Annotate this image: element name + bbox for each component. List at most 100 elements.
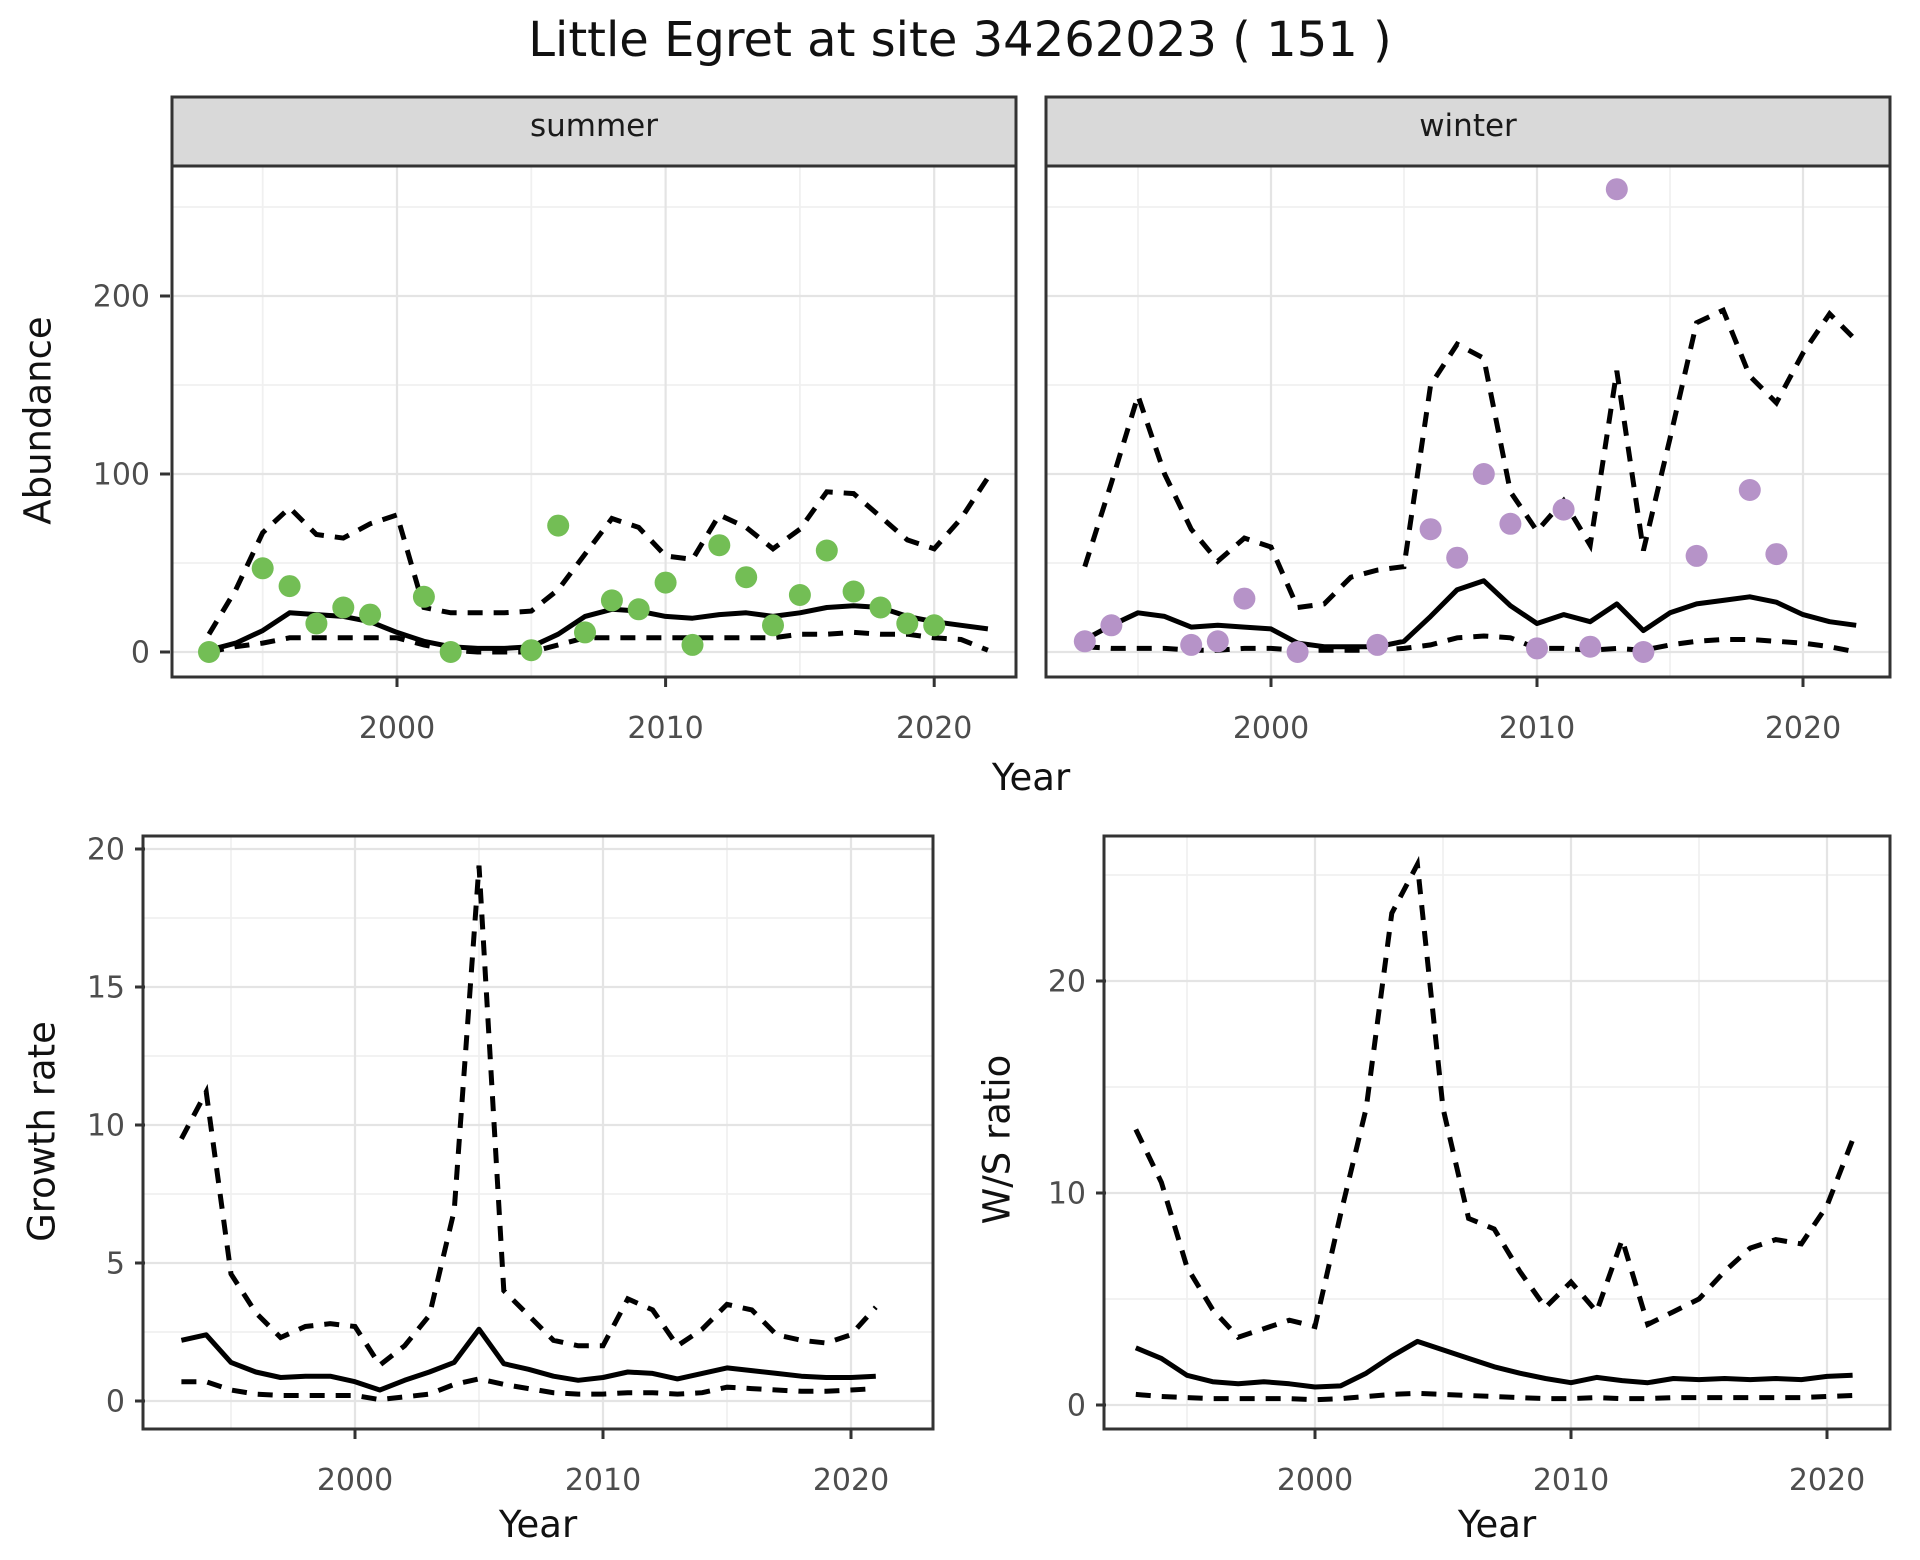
- x-tick-label: 2000: [1277, 1463, 1353, 1498]
- observation-point: [1180, 633, 1203, 656]
- observation-point: [627, 598, 650, 621]
- growth-rate-panel: 2000 2010 2020 0 5 10 15 20: [87, 833, 935, 1498]
- observation-point: [251, 557, 274, 580]
- y-tick-label: 0: [1067, 1389, 1086, 1424]
- observation-point: [1552, 498, 1575, 521]
- observation-point: [1526, 637, 1548, 660]
- ws-ratio-panel-y-axis: 0 10 20: [1048, 965, 1106, 1424]
- observation-point: [1472, 463, 1495, 485]
- ws-ratio-panel: 2000 2010 2020 0 10 20: [1048, 834, 1892, 1498]
- top-year-axis-title: Year: [991, 756, 1071, 799]
- y-tick-label: 20: [1048, 965, 1086, 1000]
- observation-point: [708, 534, 731, 557]
- summer-panel-y-axis: 0 100 200: [93, 280, 170, 671]
- observation-point: [788, 584, 811, 606]
- observation-point: [1738, 479, 1761, 501]
- observation-point: [1100, 614, 1123, 637]
- winter-panel-observations: [1073, 178, 1788, 663]
- x-tick-label: 2020: [1789, 1463, 1865, 1498]
- winter-panel-mean-line: [1083, 578, 1857, 650]
- facet-strip-summer-label: summer: [529, 108, 658, 144]
- observation-point: [1499, 512, 1522, 535]
- ws-ratio-panel-x-axis: 2000 2010 2020: [1277, 1429, 1865, 1498]
- growth-rate-panel-border: [141, 834, 935, 1431]
- growth-rate-year-axis-title: Year: [498, 1503, 578, 1546]
- observation-point: [1206, 630, 1229, 653]
- observation-point: [896, 612, 919, 635]
- summer-panel: 2000 2010 2020 0 100 200: [93, 95, 1018, 746]
- summer-panel-strip: [170, 95, 1018, 168]
- y-tick-label: 100: [93, 458, 150, 493]
- observation-point: [332, 596, 355, 619]
- observation-point: [412, 585, 435, 608]
- observation-point: [600, 589, 623, 612]
- observation-point: [1579, 635, 1602, 658]
- growth-rate-axis-title: Growth rate: [20, 1021, 64, 1242]
- y-tick-label: 0: [131, 636, 150, 671]
- ws-ratio-axis-title: W/S ratio: [975, 1054, 1019, 1225]
- observation-point: [1685, 544, 1708, 567]
- x-tick-label: 2000: [359, 711, 435, 746]
- summer-panel-lower-ci-line: [208, 629, 989, 655]
- observation-point: [305, 612, 328, 635]
- chart-title: Little Egret at site 34262023 ( 151 ): [528, 12, 1392, 68]
- observation-point: [1366, 633, 1389, 656]
- observation-point: [520, 639, 543, 662]
- summer-panel-grid: [172, 166, 1016, 677]
- observation-point: [359, 603, 382, 626]
- observation-point: [762, 614, 784, 637]
- summer-panel-observations: [198, 514, 946, 663]
- y-tick-label: 20: [87, 833, 125, 868]
- observation-point: [681, 633, 704, 656]
- y-tick-label: 0: [106, 1385, 125, 1420]
- observation-point: [842, 580, 865, 603]
- x-tick-label: 2010: [565, 1463, 641, 1498]
- observation-point: [1765, 543, 1788, 566]
- ws-ratio-year-axis-title: Year: [1457, 1503, 1537, 1546]
- ws-ratio-panel-upper-ci-line: [1133, 855, 1855, 1341]
- growth-rate-panel-grid: [143, 836, 933, 1429]
- winter-panel-x-axis: 2000 2010 2020: [1233, 677, 1841, 746]
- observation-point: [923, 614, 946, 637]
- ws-ratio-panel-border: [1102, 834, 1892, 1431]
- facet-strip-winter-label: winter: [1419, 108, 1517, 144]
- observation-point: [735, 566, 758, 589]
- growth-rate-panel-mean-line: [180, 1326, 876, 1393]
- winter-panel: 2000 2010 2020: [1044, 95, 1892, 746]
- summer-panel-upper-ci-line: [206, 476, 990, 636]
- x-tick-label: 2000: [1233, 711, 1309, 746]
- y-tick-label: 15: [87, 971, 125, 1006]
- growth-rate-panel-lower-ci-line: [181, 1376, 876, 1403]
- y-tick-label: 10: [87, 1109, 125, 1144]
- x-tick-label: 2010: [627, 711, 703, 746]
- summer-panel-x-axis: 2000 2010 2020: [359, 677, 972, 746]
- observation-point: [198, 641, 220, 663]
- growth-rate-panel-x-axis: 2000 2010 2020: [317, 1429, 889, 1498]
- observation-point: [547, 514, 570, 537]
- y-tick-label: 200: [93, 280, 150, 315]
- y-tick-label: 10: [1048, 1177, 1086, 1212]
- x-tick-label: 2000: [317, 1463, 393, 1498]
- observation-point: [278, 575, 301, 598]
- observation-point: [1632, 641, 1655, 663]
- winter-panel-upper-ci-line: [1082, 306, 1858, 611]
- observation-point: [1073, 630, 1096, 653]
- x-tick-label: 2010: [1499, 711, 1575, 746]
- x-tick-label: 2010: [1533, 1463, 1609, 1498]
- observation-point: [1605, 178, 1628, 201]
- x-tick-label: 2020: [813, 1463, 889, 1498]
- ws-ratio-panel-mean-line: [1134, 1338, 1853, 1390]
- x-tick-label: 2020: [896, 711, 972, 746]
- x-tick-label: 2020: [1765, 711, 1841, 746]
- observation-point: [1286, 641, 1309, 663]
- winter-panel-strip: [1044, 95, 1892, 168]
- abundance-axis-title: Abundance: [16, 316, 60, 525]
- observation-point: [1233, 587, 1256, 610]
- observation-point: [1419, 518, 1442, 541]
- y-tick-label: 5: [106, 1247, 125, 1282]
- observation-point: [574, 621, 596, 644]
- observation-point: [439, 641, 462, 663]
- observation-point: [654, 571, 677, 594]
